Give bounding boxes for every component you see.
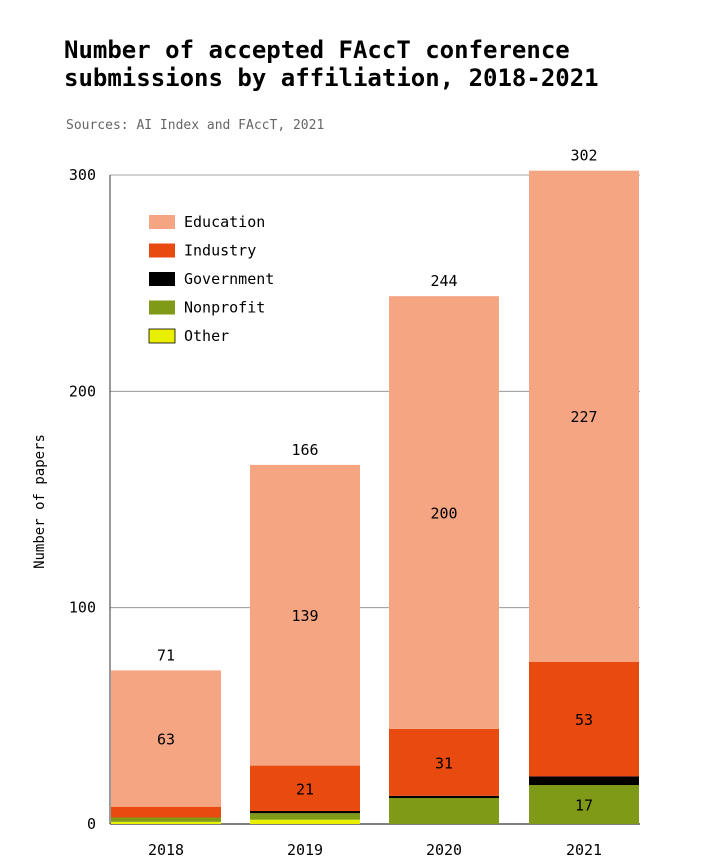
chart-title: Number of accepted FAccT conference subm… bbox=[64, 36, 684, 92]
legend-swatch-other bbox=[148, 328, 176, 344]
legend-label-government: Government bbox=[184, 270, 274, 288]
bar-segment-government-2019 bbox=[250, 811, 360, 814]
data-label-education-2020: 200 bbox=[430, 504, 457, 522]
bar-segment-nonprofit-2018 bbox=[111, 817, 221, 822]
total-label-2019: 166 bbox=[291, 441, 318, 459]
bar-segment-industry-2018 bbox=[111, 806, 221, 818]
bar-segment-industry-2020 bbox=[389, 728, 499, 796]
legend-swatch-nonprofit bbox=[149, 300, 175, 315]
x-tick-label-2021: 2021 bbox=[566, 841, 602, 859]
data-label-industry-2019: 21 bbox=[296, 780, 314, 798]
total-label-2018: 71 bbox=[157, 646, 175, 664]
chart-subtitle: Sources: AI Index and FAccT, 2021 bbox=[66, 118, 325, 133]
bar-segment-government-2021 bbox=[529, 776, 639, 786]
y-tick-label-100: 100 bbox=[69, 599, 96, 617]
x-tick-label-2020: 2020 bbox=[426, 841, 462, 859]
total-label-2020: 244 bbox=[430, 272, 457, 290]
legend-swatch-government bbox=[149, 272, 175, 286]
y-tick-label-0: 0 bbox=[87, 815, 96, 833]
legend-label-nonprofit: Nonprofit bbox=[184, 299, 265, 317]
x-tick-label-2019: 2019 bbox=[287, 841, 323, 859]
bar-segment-government-2020 bbox=[389, 795, 499, 799]
bar-segment-education-2021 bbox=[529, 170, 639, 662]
data-label-education-2021: 227 bbox=[570, 408, 597, 426]
bar-segment-other-2018 bbox=[111, 821, 221, 824]
legend-label-industry: Industry bbox=[184, 242, 256, 260]
bar-segment-industry-2019 bbox=[250, 765, 360, 812]
bar-segment-education-2020 bbox=[389, 296, 499, 729]
y-tick-label-200: 200 bbox=[69, 382, 96, 400]
bar-segment-education-2019 bbox=[250, 464, 360, 766]
bar-segment-nonprofit-2021 bbox=[529, 785, 639, 824]
bar-segment-nonprofit-2020 bbox=[389, 798, 499, 824]
total-label-2021: 302 bbox=[570, 147, 597, 165]
y-axis-label: Number of papers bbox=[32, 434, 48, 569]
data-label-education-2018: 63 bbox=[157, 731, 175, 749]
bar-segment-education-2018 bbox=[111, 670, 221, 807]
data-label-industry-2020: 31 bbox=[435, 754, 453, 772]
x-tick-label-2018: 2018 bbox=[148, 841, 184, 859]
data-label-education-2019: 139 bbox=[291, 607, 318, 625]
bar-segment-industry-2021 bbox=[529, 661, 639, 777]
legend-swatch-industry bbox=[149, 243, 175, 258]
bar-segment-nonprofit-2019 bbox=[250, 813, 360, 820]
bar-segment-other-2019 bbox=[250, 819, 360, 824]
y-tick-label-300: 300 bbox=[69, 166, 96, 184]
chart-title-line-1: Number of accepted FAccT conference bbox=[64, 36, 570, 64]
legend-swatch-education bbox=[149, 215, 175, 229]
legend-label-other: Other bbox=[184, 327, 229, 345]
data-label-industry-2021: 53 bbox=[575, 711, 593, 729]
chart-title-line-2: submissions by affiliation, 2018-2021 bbox=[64, 64, 599, 92]
data-label-nonprofit-2021: 17 bbox=[575, 797, 593, 815]
legend-label-education: Education bbox=[184, 213, 265, 231]
